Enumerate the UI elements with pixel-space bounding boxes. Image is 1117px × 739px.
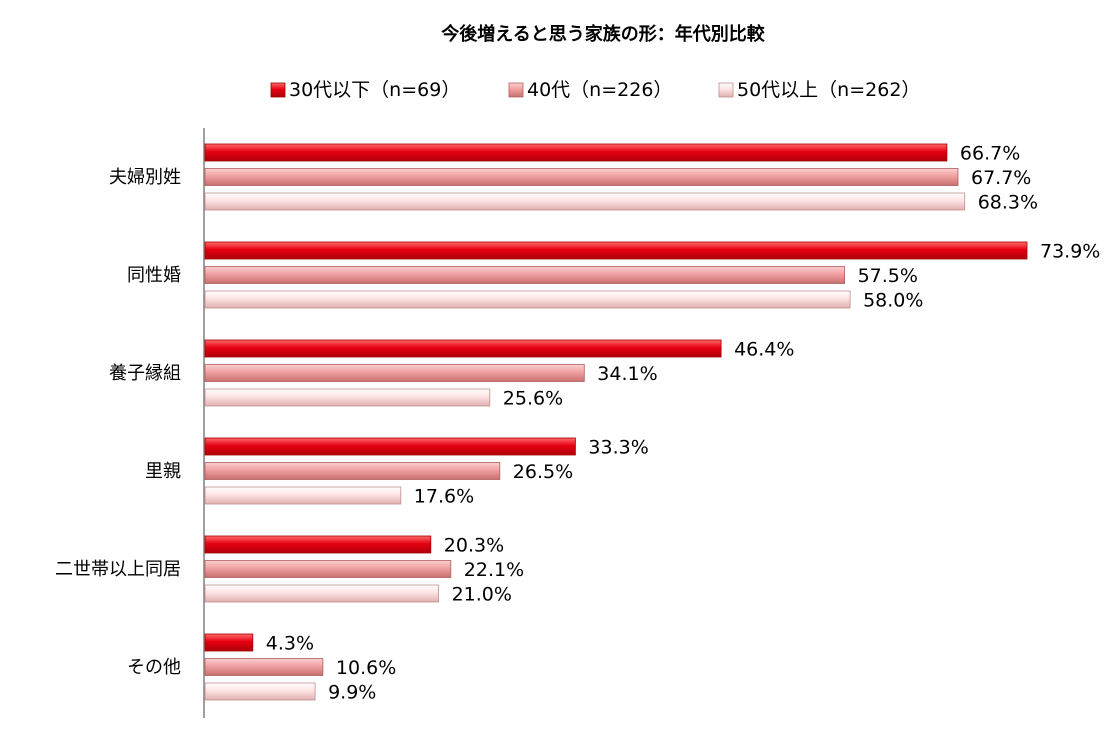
bar-series-1-cat-3 <box>204 462 501 480</box>
bar-series-1-cat-0 <box>204 168 959 186</box>
data-label: 17.6% <box>414 486 474 508</box>
data-label: 33.3% <box>588 437 648 459</box>
bar-series-1-cat-2 <box>204 364 585 382</box>
data-label: 73.9% <box>1040 241 1100 263</box>
bar-series-2-cat-1 <box>204 290 851 309</box>
bar-series-0-cat-3 <box>204 437 576 456</box>
bar-series-0-cat-1 <box>204 241 1028 260</box>
value-labels: 66.7%67.7% 68.3% 73.9% 57.5% 58.0% 46.4% 34.1%… <box>266 143 1101 704</box>
data-label: 68.3% <box>978 192 1038 214</box>
category-label: 二世帯以上同居 <box>55 559 181 580</box>
legend-item-30s: 30代以下（n=69） <box>270 79 460 101</box>
bars <box>204 143 1028 701</box>
bar-series-0-cat-4 <box>204 535 432 554</box>
bar-series-2-cat-2 <box>204 388 491 407</box>
category-label: 夫婦別姓 <box>109 167 181 188</box>
category-label: 養子縁組 <box>109 363 181 384</box>
legend: 30代以下（n=69） 40代（n=226） 50代以上（n=262） <box>270 79 920 101</box>
bar-series-0-cat-2 <box>204 339 722 358</box>
legend-swatch-50s <box>718 82 734 98</box>
chart-title: 今後増えると思う家族の形：年代別比較 <box>441 23 765 45</box>
legend-swatch-40s <box>508 82 524 98</box>
legend-item-50s: 50代以上（n=262） <box>718 79 920 101</box>
data-label: 57.5% <box>858 265 918 287</box>
data-label: 67.7% <box>971 167 1031 189</box>
bar-series-2-cat-4 <box>204 584 440 603</box>
legend-label-50s: 50代以上（n=262） <box>737 79 920 101</box>
data-label: 9.9% <box>328 682 376 704</box>
category-label: 里親 <box>145 461 181 482</box>
data-label: 21.0% <box>452 584 512 606</box>
bar-series-2-cat-3 <box>204 486 402 505</box>
data-label: 26.5% <box>513 461 573 483</box>
data-label: 34.1% <box>597 363 657 385</box>
data-label: 46.4% <box>734 339 794 361</box>
bar-series-1-cat-5 <box>204 658 324 676</box>
data-label: 4.3% <box>266 633 314 655</box>
legend-label-40s: 40代（n=226） <box>527 79 672 101</box>
bar-series-1-cat-4 <box>204 560 452 578</box>
bar-series-2-cat-5 <box>204 682 316 701</box>
bar-series-0-cat-5 <box>204 633 254 652</box>
bar-series-2-cat-0 <box>204 192 966 211</box>
data-label: 58.0% <box>863 290 923 312</box>
data-label: 22.1% <box>464 559 524 581</box>
bar-series-1-cat-1 <box>204 266 845 284</box>
category-label: その他 <box>127 657 181 678</box>
bar-series-0-cat-0 <box>204 143 948 162</box>
legend-label-30s: 30代以下（n=69） <box>289 79 460 101</box>
legend-item-40s: 40代（n=226） <box>508 79 672 101</box>
data-label: 66.7% <box>960 143 1020 165</box>
data-label: 10.6% <box>336 657 396 679</box>
data-label: 25.6% <box>503 388 563 410</box>
data-label: 20.3% <box>444 535 504 557</box>
legend-swatch-30s <box>270 82 286 98</box>
category-label: 同性婚 <box>127 265 181 286</box>
